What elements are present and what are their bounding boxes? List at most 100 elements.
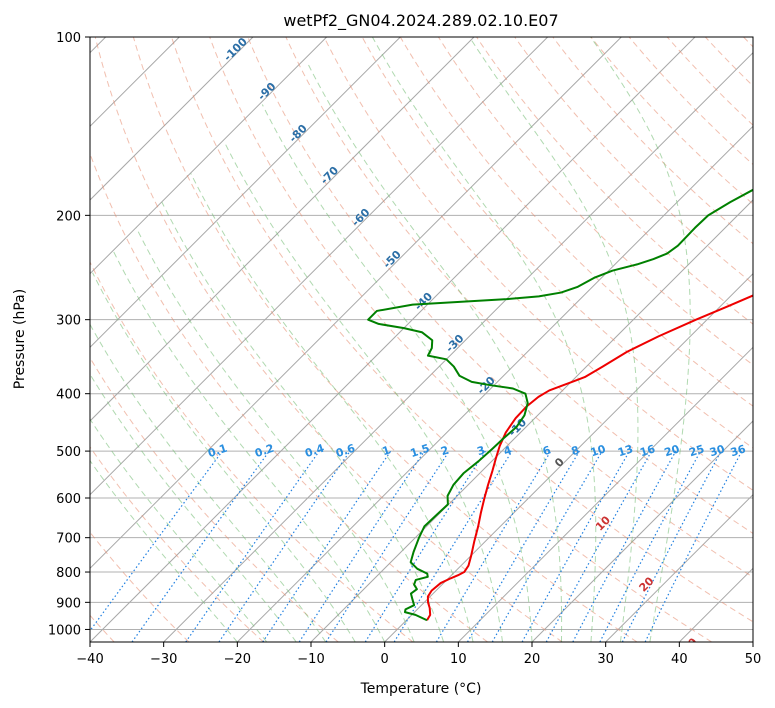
isotherm--70 bbox=[90, 37, 475, 422]
mixing-ratio-label-36: 36 bbox=[729, 442, 748, 459]
isotherm--100 bbox=[90, 37, 254, 201]
moist-adiabat bbox=[90, 418, 268, 642]
mixing-ratio-label-6: 6 bbox=[541, 443, 553, 458]
x-tick-label: −10 bbox=[297, 652, 324, 667]
x-tick-label: 10 bbox=[450, 652, 467, 667]
x-tick-label: 40 bbox=[671, 652, 688, 667]
y-tick-label: 900 bbox=[56, 596, 81, 611]
mixing-ratio-line-0.2 bbox=[131, 450, 270, 642]
moist-adiabat bbox=[90, 323, 327, 642]
grid-layer bbox=[90, 37, 753, 642]
y-tick-label: 400 bbox=[56, 388, 81, 403]
x-tick-label: 0 bbox=[381, 652, 389, 667]
x-tick-label: 30 bbox=[597, 652, 614, 667]
y-tick-label: 700 bbox=[56, 532, 81, 547]
y-tick-label: 100 bbox=[56, 31, 81, 46]
mixing-ratio-label-16: 16 bbox=[638, 442, 657, 459]
isotherm--80 bbox=[90, 37, 401, 349]
mixing-ratio-label-0.1: 0.1 bbox=[206, 442, 229, 460]
x-tick-label: −20 bbox=[224, 652, 251, 667]
dry-adiabat bbox=[514, 37, 753, 285]
moist-adiabat bbox=[190, 173, 474, 642]
isotherm--20 bbox=[236, 125, 753, 642]
temperature-profile bbox=[426, 294, 753, 621]
moist-adiabat bbox=[161, 201, 445, 642]
chart-title: wetPf2_GN04.2024.289.02.10.E07 bbox=[283, 11, 558, 31]
y-tick-label: 200 bbox=[56, 209, 81, 224]
y-tick-label: 300 bbox=[56, 314, 81, 329]
mixing-ratio-label-1: 1 bbox=[380, 444, 391, 459]
moist-adiabat bbox=[90, 373, 297, 642]
moist-adiabat bbox=[223, 141, 504, 642]
mixing-ratio-line-1.5 bbox=[298, 450, 425, 642]
moist-adiabat bbox=[306, 61, 563, 642]
y-axis-label: Pressure (hPa) bbox=[12, 289, 28, 389]
dry-adiabat bbox=[399, 37, 753, 407]
mixing-ratio-label-4: 4 bbox=[502, 443, 514, 458]
x-axis-label: Temperature (°C) bbox=[360, 681, 482, 697]
moist-adiabat bbox=[92, 272, 356, 642]
moist-adiabat bbox=[590, 37, 691, 642]
moist-adiabat bbox=[135, 227, 415, 642]
mixing-ratio-label-13: 13 bbox=[616, 442, 635, 459]
dry-adiabat bbox=[476, 37, 753, 325]
moist-adiabat bbox=[469, 37, 639, 642]
mixing-ratio-label-25: 25 bbox=[687, 442, 706, 459]
isotherm--40 bbox=[90, 37, 696, 642]
dry-adiabat bbox=[90, 446, 264, 642]
series-layer bbox=[367, 188, 753, 622]
moist-adiabat bbox=[90, 459, 238, 642]
dry-adiabat bbox=[628, 37, 753, 166]
y-tick-label: 800 bbox=[56, 566, 81, 581]
dry-adiabat bbox=[247, 37, 753, 578]
mixing-ratio-label-2: 2 bbox=[439, 444, 450, 459]
moist-adiabat bbox=[371, 37, 597, 642]
dewpoint-profile bbox=[367, 188, 753, 622]
mixing-ratio-label-3: 3 bbox=[475, 444, 486, 459]
dry-adiabat bbox=[361, 37, 753, 449]
dry-adiabat bbox=[90, 260, 414, 642]
mixing-ratio-line-0.4 bbox=[185, 450, 320, 642]
isotherm-50 bbox=[752, 641, 753, 642]
isotherm-30 bbox=[605, 493, 753, 642]
mixing-ratio-label-1.5: 1.5 bbox=[409, 442, 432, 460]
skew-label-40: 40 bbox=[724, 696, 744, 708]
y-tick-label: 1000 bbox=[48, 623, 81, 638]
mixing-ratio-line-1 bbox=[262, 450, 392, 642]
isotherm--30 bbox=[163, 51, 753, 642]
axis-ticks: −40 −30 −20 −10 0 10 20 30 40 5010020030040050060… bbox=[48, 31, 761, 667]
isotherm-10 bbox=[457, 346, 753, 642]
mixing-ratio-label-10: 10 bbox=[589, 442, 608, 459]
plot-background bbox=[90, 37, 753, 642]
dry-adiabat bbox=[209, 37, 753, 623]
dry-adiabat bbox=[94, 37, 563, 642]
isotherm--50 bbox=[90, 37, 622, 570]
mixing-ratio-label-0.4: 0.4 bbox=[303, 442, 326, 460]
mixing-ratio-line-13 bbox=[521, 450, 631, 642]
mixing-ratio-label-20: 20 bbox=[663, 442, 682, 459]
moist-adiabat bbox=[261, 104, 533, 642]
mixing-ratio-line-2 bbox=[325, 450, 450, 642]
isotherm-0 bbox=[384, 272, 753, 642]
x-tick-label: 20 bbox=[524, 652, 541, 667]
mixing-ratio-line-36 bbox=[644, 450, 743, 642]
isotherm--90 bbox=[90, 37, 328, 275]
moist-adiabat bbox=[112, 251, 386, 642]
x-tick-label: −30 bbox=[150, 652, 177, 667]
isotherm-20 bbox=[531, 420, 753, 642]
mixing-ratio-label-30: 30 bbox=[708, 442, 727, 459]
dry-adiabat bbox=[323, 37, 753, 491]
x-tick-label: −40 bbox=[76, 652, 103, 667]
dry-adiabat bbox=[132, 37, 638, 642]
mixing-ratio-line-0.1 bbox=[90, 450, 223, 632]
mixing-ratio-line-16 bbox=[545, 450, 653, 642]
mixing-ratio-line-20 bbox=[572, 450, 677, 642]
x-tick-label: 50 bbox=[745, 652, 762, 667]
plot-frame bbox=[89, 36, 754, 643]
mixing-ratio-label-0.6: 0.6 bbox=[334, 442, 357, 460]
mixing-ratio-line-0.6 bbox=[218, 450, 351, 642]
mixing-ratio-label-0.2: 0.2 bbox=[253, 442, 276, 460]
y-tick-label: 600 bbox=[56, 492, 81, 507]
y-tick-label: 500 bbox=[56, 445, 81, 460]
